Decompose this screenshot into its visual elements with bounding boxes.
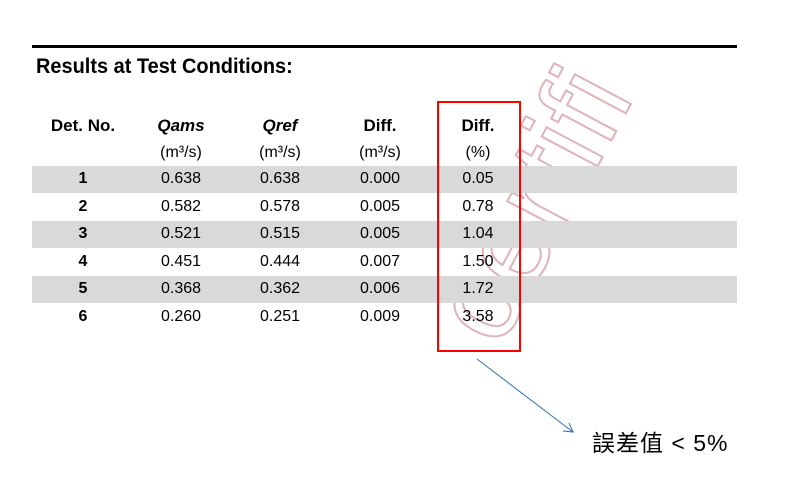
unit-qref: (m³/s) (259, 144, 301, 161)
unit-qams: (m³/s) (160, 144, 202, 161)
table-cell: 0.638 (259, 170, 301, 187)
table-row: 2 0.582 0.578 0.005 0.78 (32, 194, 737, 221)
annotation-note: 誤差值 < 5% (592, 430, 729, 456)
table-cell: 0.444 (259, 252, 301, 270)
table-cell: 0.005 (359, 197, 401, 215)
header-qref: Qref (262, 116, 298, 135)
table-cell: 0.515 (259, 225, 301, 242)
table-cell: 0.007 (359, 252, 401, 270)
table-cell: 2 (78, 197, 88, 215)
table-cell: 0.05 (462, 170, 494, 187)
table-cell: 3 (78, 225, 88, 242)
table-cell: 6 (78, 307, 88, 325)
table-cell: 0.000 (359, 170, 401, 187)
table-cell: 0.78 (462, 197, 494, 215)
table-cell: 1.72 (462, 280, 494, 297)
table-row: 3 0.521 0.515 0.005 1.04 (32, 221, 737, 248)
header-det-no: Det. No. (50, 116, 116, 135)
table-cell: 0.578 (259, 197, 301, 215)
table-cell: 0.006 (359, 280, 401, 297)
table-cell: 0.251 (259, 307, 301, 325)
table-cell: 0.638 (160, 170, 202, 187)
table-cell: 0.009 (359, 307, 401, 325)
table-cell: 4 (78, 252, 88, 270)
table-cell: 0.521 (160, 225, 202, 242)
table-row: 1 0.638 0.638 0.000 0.05 (32, 166, 737, 193)
table-cell: 1.04 (462, 225, 494, 242)
header-diff: Diff. (363, 116, 397, 135)
table-row: 4 0.451 0.444 0.007 1.50 (32, 249, 737, 276)
table-row: 5 0.368 0.362 0.006 1.72 (32, 276, 737, 303)
table-row: 6 0.260 0.251 0.009 3.58 (32, 304, 737, 331)
unit-diff-pct: (%) (465, 144, 491, 161)
table-cell: 0.451 (160, 252, 202, 270)
section-title: Results at Test Conditions: (36, 55, 293, 78)
table-cell: 0.368 (160, 280, 202, 297)
table-cell: 5 (78, 280, 88, 297)
top-rule (32, 45, 737, 48)
header-qams: Qams (157, 116, 205, 135)
table-cell: 0.582 (160, 197, 202, 215)
unit-diff: (m³/s) (359, 144, 401, 161)
table-cell: 0.362 (259, 280, 301, 297)
header-diff-pct: Diff. (461, 116, 495, 135)
table-cell: 1 (78, 170, 88, 187)
table-cell: 3.58 (462, 307, 494, 325)
table-cell: 1.50 (462, 252, 494, 270)
table-cell: 0.260 (160, 307, 202, 325)
highlight-box (437, 101, 521, 352)
table-cell: 0.005 (359, 225, 401, 242)
